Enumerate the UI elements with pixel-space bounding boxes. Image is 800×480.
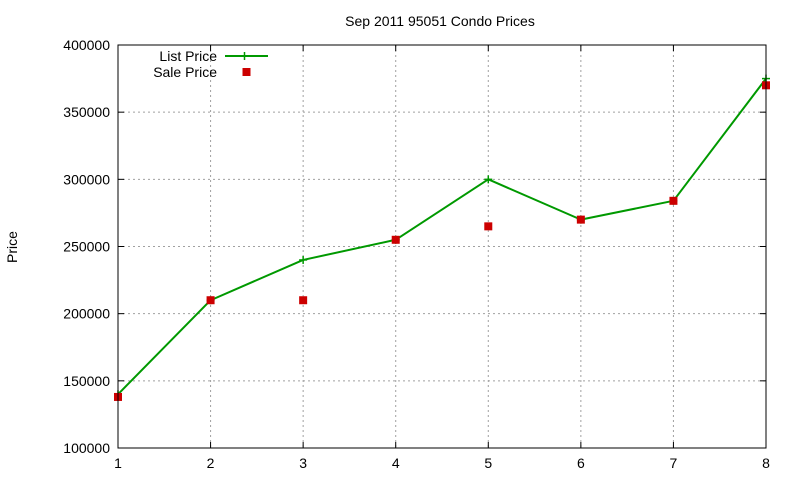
data-point-square xyxy=(299,296,308,305)
y-tick-label: 350000 xyxy=(63,104,110,120)
data-point-square xyxy=(669,196,678,205)
y-tick-label: 200000 xyxy=(63,306,110,322)
x-tick-label: 8 xyxy=(762,455,770,471)
y-tick-label: 400000 xyxy=(63,37,110,53)
legend-label: List Price xyxy=(159,48,217,64)
y-axis-label: Price xyxy=(4,231,20,263)
data-point-plus xyxy=(299,255,308,264)
legend-item: List Price xyxy=(159,48,268,64)
data-point-square xyxy=(206,296,215,305)
y-tick-label: 250000 xyxy=(63,239,110,255)
y-tick-label: 150000 xyxy=(63,373,110,389)
data-point-square xyxy=(391,235,400,244)
plot-frame xyxy=(117,44,767,449)
x-tick-label: 5 xyxy=(484,455,492,471)
x-tick-label: 6 xyxy=(577,455,585,471)
chart-title: Sep 2011 95051 Condo Prices xyxy=(345,13,535,29)
axis-ticks: 100000 150000 200000 250000 300000 350000 4000… xyxy=(63,37,770,471)
x-tick-label: 3 xyxy=(299,455,307,471)
legend-item: Sale Price xyxy=(153,64,251,80)
legend-plus-swatch xyxy=(240,52,249,60)
series-layer xyxy=(114,74,770,401)
data-point-square xyxy=(576,215,585,224)
series-line xyxy=(117,77,767,395)
x-tick-label: 1 xyxy=(114,455,122,471)
y-tick-label: 100000 xyxy=(63,440,110,456)
x-tick-label: 4 xyxy=(392,455,400,471)
legend-square-swatch xyxy=(242,68,251,76)
y-tick-label: 300000 xyxy=(63,171,110,187)
series-1 xyxy=(114,81,770,401)
data-point-plus xyxy=(484,175,493,184)
x-tick-label: 7 xyxy=(670,455,678,471)
series-0 xyxy=(114,74,770,399)
grid-lines xyxy=(118,45,766,448)
x-tick-label: 2 xyxy=(207,455,215,471)
data-point-square xyxy=(484,222,493,231)
legend-label: Sale Price xyxy=(153,64,217,80)
